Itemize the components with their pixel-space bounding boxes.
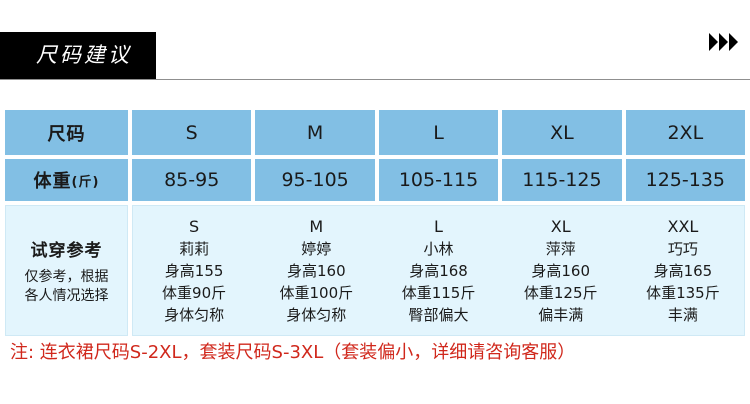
- row-header-fitting-reference: 试穿参考 仅参考，根据 各人情况选择: [5, 205, 128, 336]
- model-shape: 身体匀称: [286, 306, 347, 325]
- model-name: 巧巧: [667, 240, 698, 259]
- table-row-size: 尺码 S M L XL 2XL: [5, 110, 746, 155]
- size-cell-xl: XL: [502, 110, 622, 155]
- page-title: 尺码建议: [36, 43, 132, 67]
- model-shape: 臀部偏大: [408, 306, 469, 325]
- model-size: M: [309, 216, 324, 236]
- model-weight: 体重100斤: [279, 284, 354, 303]
- model-size: XXL: [667, 216, 699, 236]
- title-accent-bar: [151, 32, 156, 79]
- model-height: 身高155: [164, 262, 224, 281]
- row-header-weight: 体重 (斤): [5, 159, 128, 201]
- model-height: 身高160: [286, 262, 346, 281]
- size-cell-2xl: 2XL: [625, 110, 746, 155]
- model-name: 莉莉: [179, 240, 210, 259]
- model-weight: 体重125斤: [523, 284, 598, 303]
- title-bar: 尺码建议: [0, 32, 152, 79]
- model-shape: 丰满: [667, 306, 698, 325]
- size-note: 注: 连衣裙尺码S-2XL，套装尺码S-3XL（套装偏小，详细请咨询客服）: [10, 342, 576, 363]
- chevron-right-icon-group: [709, 33, 738, 51]
- model-card-s: S 莉莉 身高155 体重90斤 身体匀称: [133, 206, 255, 335]
- model-name: 小林: [423, 240, 454, 259]
- model-size: S: [189, 216, 200, 236]
- model-card-xxl: XXL 巧巧 身高165 体重135斤 丰满: [622, 206, 744, 335]
- model-weight: 体重115斤: [401, 284, 476, 303]
- size-table: 尺码 S M L XL 2XL 体重 (斤) 85-95 95-105 105-1…: [5, 110, 746, 336]
- chevron-right-icon: [729, 33, 738, 51]
- model-size: XL: [550, 216, 571, 236]
- model-weight: 体重90斤: [162, 284, 227, 303]
- model-card-xl: XL 萍萍 身高160 体重125斤 偏丰满: [500, 206, 622, 335]
- model-weight: 体重135斤: [646, 284, 720, 303]
- model-card-m: M 婷婷 身高160 体重100斤 身体匀称: [255, 206, 377, 335]
- model-height: 身高168: [409, 262, 468, 281]
- weight-cell-xl: 115-125: [502, 159, 622, 201]
- model-shape: 身体匀称: [164, 306, 225, 325]
- row-header-weight-unit: (斤): [71, 174, 100, 190]
- model-height: 身高165: [653, 262, 713, 281]
- weight-cell-s: 85-95: [132, 159, 252, 201]
- model-size: L: [434, 216, 443, 236]
- chevron-right-icon: [709, 33, 718, 51]
- fitting-reference-panel: S 莉莉 身高155 体重90斤 身体匀称 M 婷婷 身高160 体重100斤 …: [132, 205, 745, 336]
- row-header-size: 尺码: [5, 110, 128, 155]
- model-name: 婷婷: [301, 240, 332, 259]
- weight-cell-2xl: 125-135: [625, 159, 746, 201]
- weight-cell-m: 95-105: [255, 159, 375, 201]
- model-card-l: L 小林 身高168 体重115斤 臀部偏大: [377, 206, 499, 335]
- header-divider: [0, 79, 750, 80]
- table-row-weight: 体重 (斤) 85-95 95-105 105-115 115-125 125-1…: [5, 159, 746, 201]
- page-header: 尺码建议: [0, 32, 750, 79]
- model-name: 萍萍: [545, 240, 576, 259]
- model-height: 身高160: [531, 262, 591, 281]
- chevron-right-icon: [719, 33, 728, 51]
- size-cell-l: L: [378, 110, 499, 155]
- size-cell-s: S: [132, 110, 252, 155]
- fitting-reference-title: 试穿参考: [30, 241, 103, 262]
- fitting-reference-subtitle: 仅参考，根据 各人情况选择: [24, 269, 109, 304]
- row-header-weight-text: 体重: [33, 171, 72, 192]
- size-cell-m: M: [255, 110, 375, 155]
- weight-cell-l: 105-115: [378, 159, 499, 201]
- table-row-fitting-reference: 试穿参考 仅参考，根据 各人情况选择 S 莉莉 身高155 体重90斤 身体匀称…: [5, 205, 745, 336]
- model-shape: 偏丰满: [538, 306, 584, 325]
